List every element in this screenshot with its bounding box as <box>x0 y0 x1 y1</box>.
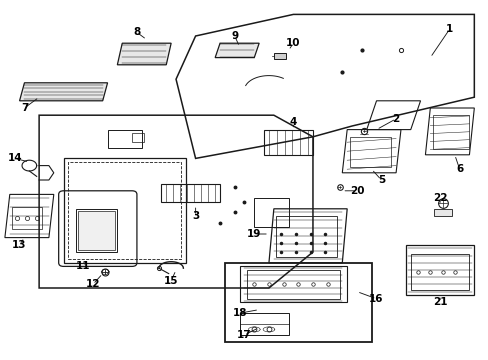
Text: 11: 11 <box>76 261 90 271</box>
Text: 15: 15 <box>163 276 178 286</box>
Bar <box>432 115 468 149</box>
Text: 10: 10 <box>285 38 300 48</box>
Bar <box>76 209 117 252</box>
Text: 13: 13 <box>12 240 27 250</box>
Bar <box>276 216 337 257</box>
Polygon shape <box>117 43 171 65</box>
Bar <box>239 266 346 302</box>
Bar <box>410 254 468 290</box>
Bar <box>239 313 288 335</box>
Text: 5: 5 <box>377 175 384 185</box>
Text: 17: 17 <box>237 330 251 340</box>
Bar <box>433 209 451 216</box>
Bar <box>12 207 41 229</box>
Text: 9: 9 <box>231 31 238 41</box>
Bar <box>246 270 339 299</box>
Text: 2: 2 <box>392 114 399 124</box>
Bar <box>273 53 285 59</box>
Text: 21: 21 <box>432 297 447 307</box>
Bar <box>107 130 142 148</box>
Bar <box>78 211 115 250</box>
Text: 4: 4 <box>289 117 297 127</box>
Polygon shape <box>20 83 107 101</box>
Polygon shape <box>215 43 259 58</box>
Text: 19: 19 <box>246 229 261 239</box>
Text: 16: 16 <box>368 294 383 304</box>
Text: 20: 20 <box>349 186 364 196</box>
Text: 7: 7 <box>20 103 28 113</box>
Bar <box>161 184 220 202</box>
Bar <box>349 137 390 167</box>
Text: 12: 12 <box>85 279 100 289</box>
Text: 22: 22 <box>432 193 447 203</box>
Text: 8: 8 <box>133 27 140 37</box>
Bar <box>254 198 288 227</box>
Text: 6: 6 <box>455 164 462 174</box>
Bar <box>224 263 371 342</box>
Bar <box>132 133 144 142</box>
Bar <box>264 130 312 155</box>
Text: 3: 3 <box>192 211 199 221</box>
Text: 14: 14 <box>7 153 22 163</box>
Text: 1: 1 <box>446 24 452 34</box>
Text: 18: 18 <box>232 308 246 318</box>
